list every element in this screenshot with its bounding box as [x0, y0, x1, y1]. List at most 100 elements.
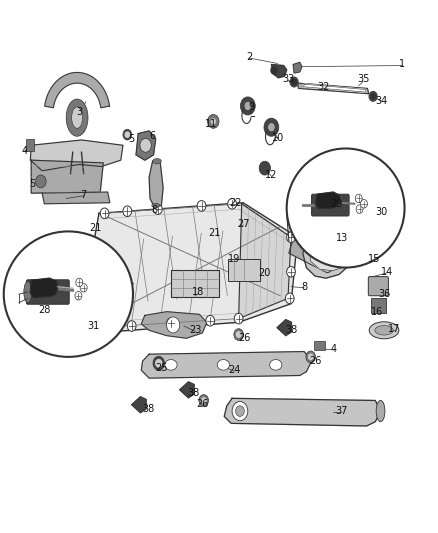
Circle shape	[268, 123, 275, 132]
Polygon shape	[304, 84, 366, 92]
Ellipse shape	[72, 107, 82, 128]
Ellipse shape	[152, 203, 159, 207]
Circle shape	[127, 321, 136, 332]
Circle shape	[153, 204, 162, 214]
Text: 8: 8	[152, 205, 158, 215]
Polygon shape	[316, 192, 340, 208]
Circle shape	[153, 357, 164, 370]
Ellipse shape	[24, 281, 32, 303]
Circle shape	[237, 332, 241, 337]
Polygon shape	[309, 236, 351, 271]
Text: 18: 18	[192, 287, 205, 297]
Text: 19: 19	[228, 254, 240, 263]
Text: 20: 20	[258, 269, 271, 278]
Ellipse shape	[4, 231, 133, 357]
Circle shape	[100, 324, 109, 334]
Circle shape	[75, 292, 82, 300]
Circle shape	[292, 79, 296, 85]
Text: 31: 31	[87, 321, 99, 331]
Text: 9: 9	[249, 102, 255, 112]
Text: 4: 4	[330, 344, 336, 354]
Circle shape	[206, 316, 215, 326]
Ellipse shape	[287, 149, 405, 268]
Circle shape	[228, 198, 237, 209]
Ellipse shape	[369, 322, 399, 339]
Circle shape	[123, 206, 132, 216]
Circle shape	[369, 92, 377, 101]
Text: 38: 38	[285, 325, 297, 335]
Ellipse shape	[152, 159, 161, 164]
Polygon shape	[224, 398, 381, 426]
Text: 21: 21	[90, 223, 102, 233]
FancyBboxPatch shape	[228, 259, 261, 281]
Ellipse shape	[165, 360, 177, 370]
Polygon shape	[141, 312, 207, 338]
Circle shape	[286, 293, 294, 304]
FancyBboxPatch shape	[368, 277, 389, 296]
Circle shape	[123, 130, 132, 140]
Ellipse shape	[66, 99, 88, 136]
Text: 34: 34	[375, 95, 388, 106]
Text: 26: 26	[310, 356, 322, 366]
Text: 1: 1	[399, 60, 406, 69]
Text: 29: 29	[330, 199, 342, 209]
FancyBboxPatch shape	[314, 341, 325, 351]
Text: 25: 25	[155, 362, 168, 373]
Circle shape	[234, 313, 243, 324]
Circle shape	[306, 351, 315, 363]
Circle shape	[201, 398, 206, 403]
Polygon shape	[303, 229, 353, 278]
Polygon shape	[141, 352, 311, 378]
Text: 21: 21	[208, 228, 221, 238]
Text: 6: 6	[149, 131, 155, 141]
Circle shape	[271, 67, 277, 74]
Circle shape	[208, 115, 219, 128]
Circle shape	[211, 118, 216, 125]
Polygon shape	[289, 236, 341, 273]
Polygon shape	[277, 320, 291, 336]
FancyBboxPatch shape	[26, 280, 69, 304]
Circle shape	[125, 132, 130, 138]
Circle shape	[155, 360, 162, 367]
Text: 26: 26	[196, 399, 208, 409]
Circle shape	[232, 401, 248, 421]
FancyBboxPatch shape	[371, 298, 386, 313]
Circle shape	[264, 118, 279, 136]
Polygon shape	[31, 160, 103, 193]
Text: 35: 35	[357, 75, 369, 84]
Circle shape	[355, 194, 362, 203]
FancyBboxPatch shape	[311, 194, 349, 216]
Text: 33: 33	[282, 74, 294, 84]
Text: 5: 5	[29, 179, 35, 189]
Text: 4: 4	[21, 146, 28, 156]
Text: 22: 22	[230, 198, 242, 208]
Circle shape	[356, 205, 363, 213]
Circle shape	[76, 278, 83, 287]
Text: 32: 32	[318, 82, 330, 92]
Text: 27: 27	[237, 219, 250, 229]
Circle shape	[236, 406, 244, 416]
Polygon shape	[85, 203, 297, 333]
Text: 2: 2	[247, 52, 253, 61]
FancyBboxPatch shape	[171, 270, 219, 297]
Text: 38: 38	[187, 388, 200, 398]
Circle shape	[140, 139, 151, 152]
Circle shape	[166, 317, 180, 333]
Ellipse shape	[376, 400, 385, 422]
Polygon shape	[272, 64, 287, 78]
Text: 26: 26	[238, 333, 251, 343]
Circle shape	[240, 97, 255, 115]
Text: 7: 7	[81, 190, 87, 200]
Polygon shape	[45, 72, 110, 108]
Circle shape	[287, 232, 295, 243]
Text: 24: 24	[228, 365, 240, 375]
Text: 37: 37	[335, 406, 347, 416]
Polygon shape	[180, 382, 194, 398]
Circle shape	[371, 94, 375, 99]
Polygon shape	[30, 278, 57, 297]
Polygon shape	[132, 397, 146, 413]
Text: 23: 23	[189, 325, 201, 335]
Text: 16: 16	[371, 306, 383, 317]
Circle shape	[81, 280, 90, 290]
Circle shape	[197, 200, 206, 211]
